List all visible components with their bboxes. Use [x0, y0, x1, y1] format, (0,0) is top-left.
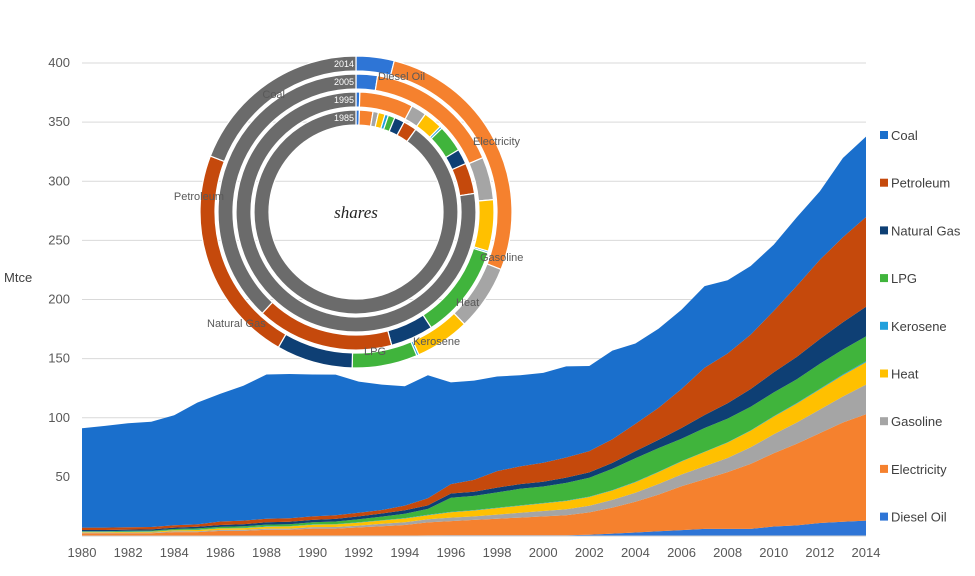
- x-tick-1998: 1998: [483, 545, 512, 560]
- x-tick-1984: 1984: [160, 545, 189, 560]
- legend-label: Electricity: [891, 462, 947, 477]
- legend-swatch: [880, 274, 888, 283]
- x-tick-2010: 2010: [759, 545, 788, 560]
- x-tick-1992: 1992: [344, 545, 373, 560]
- slice-1995-coal: [235, 91, 477, 333]
- legend-item-heat: Heat: [880, 367, 919, 382]
- ring-2005: 2005: [217, 73, 495, 351]
- x-tick-2004: 2004: [621, 545, 650, 560]
- y-tick-150: 150: [48, 351, 70, 366]
- slice-2005-heat: [473, 198, 495, 252]
- legend-item-electricity: Electricity: [880, 462, 947, 477]
- callout-petroleum: Petroleum: [174, 191, 224, 203]
- x-tick-1990: 1990: [298, 545, 327, 560]
- area-diesel-oil: [82, 520, 866, 536]
- legend-swatch: [880, 321, 888, 330]
- legend-item-coal: Coal: [880, 128, 918, 143]
- legend-item-gasoline: Gasoline: [880, 414, 942, 429]
- x-tick-1996: 1996: [436, 545, 465, 560]
- x-tick-1988: 1988: [252, 545, 281, 560]
- x-tick-1994: 1994: [390, 545, 419, 560]
- y-tick-250: 250: [48, 232, 70, 247]
- slice-2014-coal: [209, 55, 357, 163]
- x-tick-2000: 2000: [529, 545, 558, 560]
- x-tick-2008: 2008: [713, 545, 742, 560]
- ring-year-label-2005: 2005: [334, 77, 354, 87]
- x-tick-labels: 1980 1982 1984 1986 1988 1990 1992 1994 1996 1998…: [68, 545, 881, 560]
- y-tick-350: 350: [48, 114, 70, 129]
- callout-kerosene: Kerosene: [413, 336, 460, 348]
- x-tick-1982: 1982: [114, 545, 143, 560]
- legend-swatch: [880, 131, 888, 139]
- ring-year-label-1995: 1995: [334, 95, 354, 105]
- area-coal: [82, 136, 866, 528]
- donut-chart: 1985 1995 2005 2014 shares Diesel Oil Electric…: [174, 55, 523, 369]
- legend-swatch: [880, 178, 888, 187]
- legend-swatch: [880, 464, 888, 473]
- legend-swatch: [880, 417, 888, 426]
- area-lpg: [82, 336, 866, 532]
- legend-swatch: [880, 512, 888, 521]
- x-tick-2014: 2014: [852, 545, 881, 560]
- x-tick-1986: 1986: [206, 545, 235, 560]
- ring-1995: 1995: [235, 91, 477, 333]
- y-tick-labels: 50 100 150 200 250 300 350 400: [48, 55, 70, 484]
- ring-year-label-2014: 2014: [334, 59, 354, 69]
- area-natural-gas: [82, 306, 866, 532]
- callout-gasoline: Gasoline: [480, 252, 523, 264]
- area-petroleum: [82, 217, 866, 530]
- legend-item-kerosene: Kerosene: [880, 319, 947, 334]
- callout-lpg: LPG: [364, 346, 386, 358]
- callout-electricity: Electricity: [473, 136, 521, 148]
- slice-2005-coal: [217, 73, 357, 315]
- legend-item-natural-gas: Natural Gas: [880, 223, 961, 238]
- legend: Coal Petroleum Natural Gas LPG Kerosene Heat G…: [880, 128, 961, 525]
- x-tick-2002: 2002: [575, 545, 604, 560]
- y-axis-label: Mtce: [4, 270, 32, 285]
- legend-label: Coal: [891, 128, 918, 143]
- legend-item-petroleum: Petroleum: [880, 176, 950, 191]
- legend-label: Petroleum: [891, 176, 950, 191]
- area-electricity: [82, 414, 866, 536]
- legend-label: Diesel Oil: [891, 510, 947, 525]
- legend-item-diesel-oil: Diesel Oil: [880, 510, 947, 525]
- legend-swatch: [880, 226, 888, 235]
- y-tick-100: 100: [48, 410, 70, 425]
- callout-heat: Heat: [456, 297, 479, 309]
- legend-label: LPG: [891, 271, 917, 286]
- y-tick-400: 400: [48, 55, 70, 70]
- legend-label: Natural Gas: [891, 223, 961, 238]
- ring-year-label-1985: 1985: [334, 113, 354, 123]
- y-tick-200: 200: [48, 292, 70, 307]
- x-tick-1980: 1980: [68, 545, 97, 560]
- stacked-areas: [82, 136, 866, 536]
- legend-label: Gasoline: [891, 414, 942, 429]
- callout-diesel-oil: Diesel Oil: [378, 71, 425, 83]
- callout-coal: Coal: [262, 89, 285, 101]
- ring-2014: 2014: [199, 55, 513, 369]
- slice-2005-diesel-oil: [355, 73, 379, 92]
- y-tick-50: 50: [56, 469, 70, 484]
- legend-label: Kerosene: [891, 319, 947, 334]
- slice-1985-coal: [253, 109, 459, 315]
- callout-natural-gas: Natural Gas: [207, 318, 266, 330]
- donut-center-label: shares: [334, 203, 378, 222]
- legend-label: Heat: [891, 367, 919, 382]
- x-tick-2006: 2006: [667, 545, 696, 560]
- legend-item-lpg: LPG: [880, 271, 917, 286]
- legend-swatch: [880, 369, 888, 378]
- x-tick-2012: 2012: [805, 545, 834, 560]
- ring-1985: 1985: [253, 109, 459, 315]
- y-tick-300: 300: [48, 173, 70, 188]
